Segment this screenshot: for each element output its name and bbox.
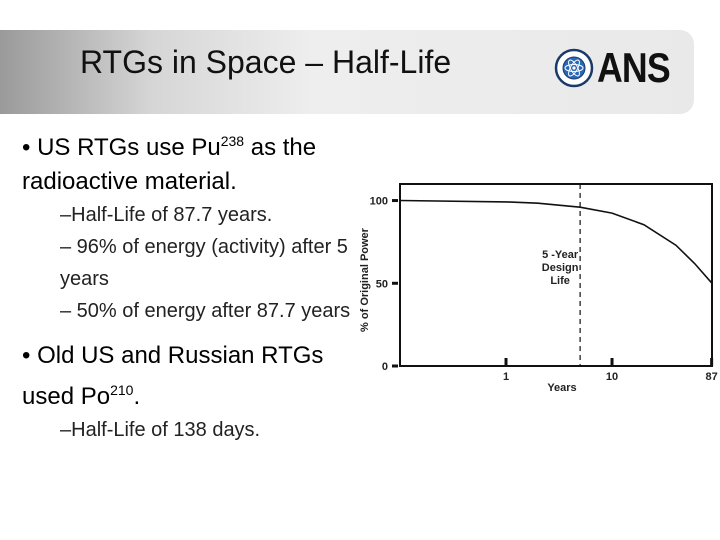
- bullet-pu238: • US RTGs use Pu238 as the radioactive m…: [22, 133, 317, 195]
- x-tick-label: 1: [503, 371, 509, 383]
- bullet-list: • US RTGs use Pu238 as the radioactive m…: [22, 124, 352, 446]
- power-decay-chart: % of Original Power Years 100 50 0 1 10 87 5 -…: [359, 183, 718, 394]
- design-life-label: 5 -Year: [542, 249, 579, 261]
- sub-bullet-50-percent: – 50% of energy after 87.7 years: [60, 300, 351, 322]
- y-tick-label: 0: [382, 361, 388, 373]
- y-tick-label: 100: [370, 196, 388, 208]
- x-axis-label: Years: [547, 382, 576, 394]
- sub-bullet-96-percent: – 96% of energy (activity) after 5 years: [60, 236, 348, 290]
- ans-seal-icon: [554, 48, 594, 88]
- sub-bullet-half-life-pu: –Half-Life of 87.7 years.: [60, 204, 273, 226]
- y-axis-label: % of Original Power: [359, 227, 371, 332]
- x-tick-label: 87: [706, 371, 718, 383]
- slide-title: RTGs in Space – Half-Life: [80, 44, 452, 80]
- bullet-po210: • Old US and Russian RTGs used Po210.: [22, 342, 324, 410]
- y-tick-label: 50: [376, 278, 388, 290]
- x-tick-label: 10: [606, 371, 618, 383]
- power-series-line: [399, 199, 713, 284]
- design-life-label: Design: [542, 262, 579, 274]
- design-life-label: Life: [550, 275, 570, 287]
- plot-frame: [399, 183, 713, 367]
- sub-bullet-half-life-po: –Half-Life of 138 days.: [60, 419, 261, 441]
- ans-logo-text: ANS: [597, 44, 671, 91]
- ans-logo: ANS: [554, 44, 674, 98]
